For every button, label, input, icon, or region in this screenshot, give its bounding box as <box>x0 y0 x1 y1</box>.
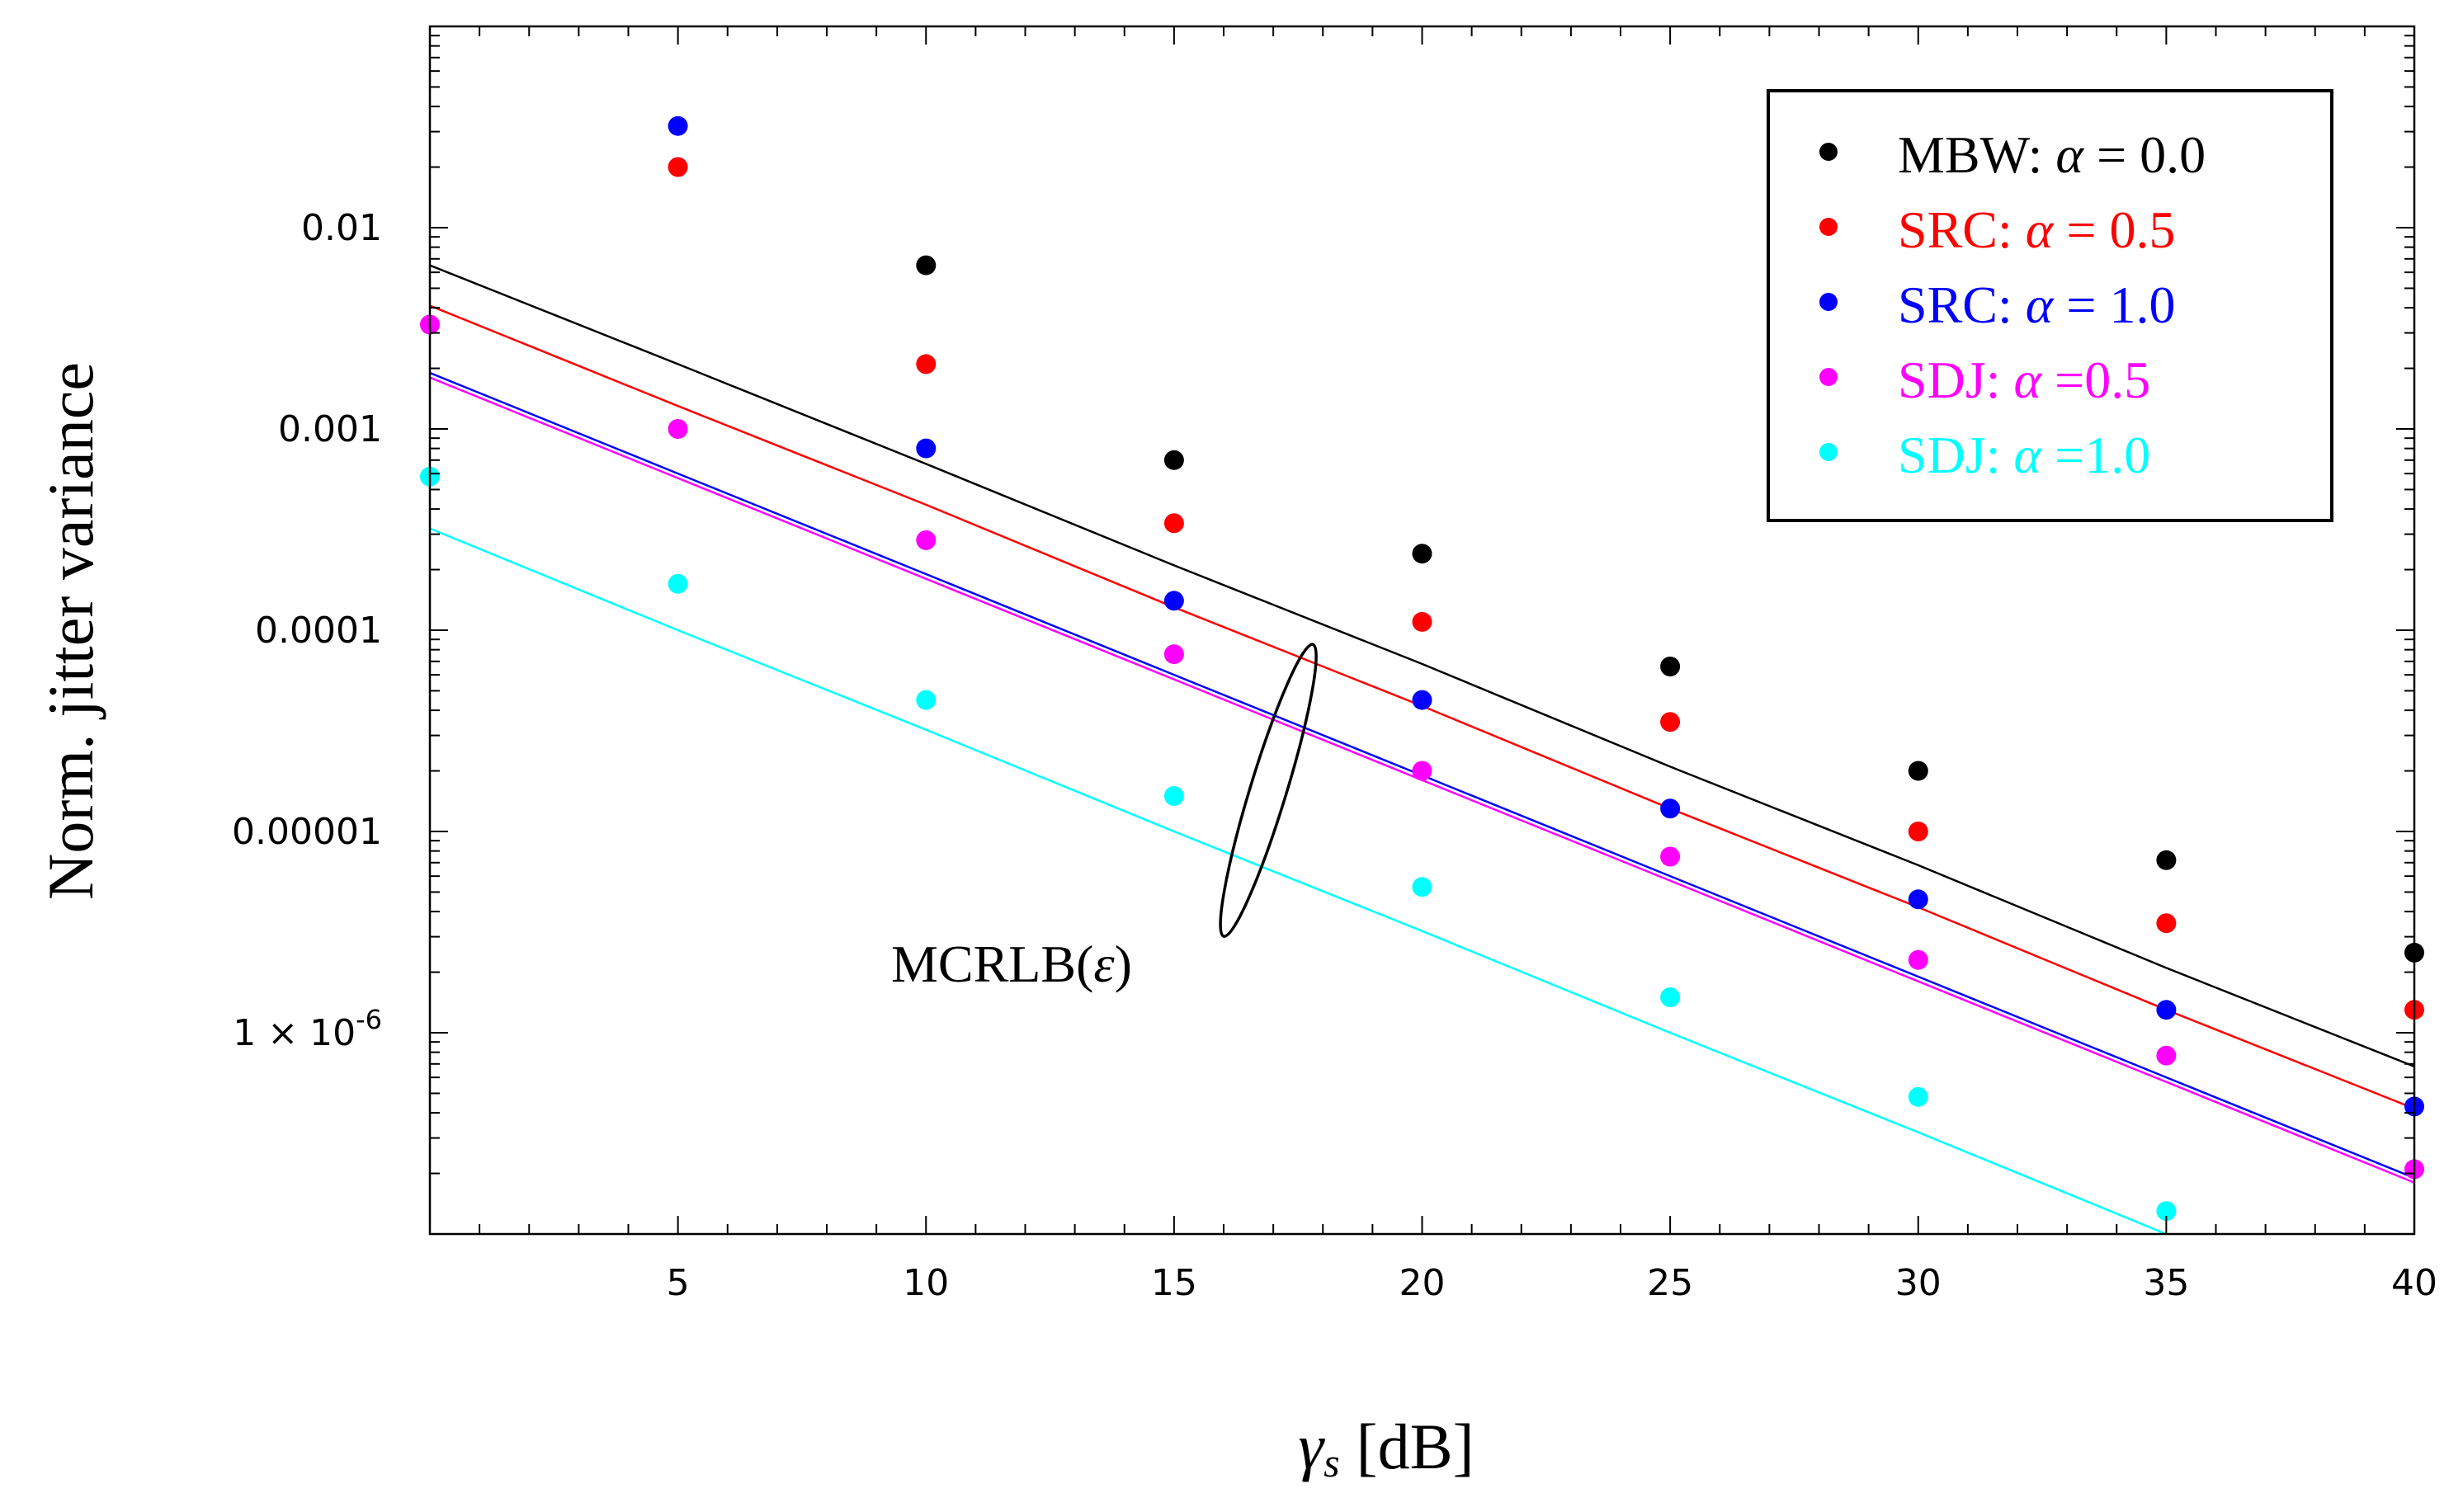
legend-items: MBW: α = 0.0 SRC: α = 0.5 SRC: α = 1.0 SDJ:… <box>1819 125 2206 484</box>
point-s3-2 <box>916 530 937 550</box>
x-tick-label: 15 <box>1151 1262 1197 1304</box>
legend-label-4: SDJ: α =1.0 <box>1898 426 2150 484</box>
point-s0-1 <box>1163 450 1184 470</box>
point-s2-6 <box>2156 1000 2177 1020</box>
x-tick-label: 25 <box>1647 1262 1693 1304</box>
legend-marker-3 <box>1819 368 1838 386</box>
x-axis-label: γs [dB] <box>1298 1411 1474 1486</box>
bound-line-4 <box>430 527 2169 1234</box>
point-s1-4 <box>1660 712 1681 732</box>
x-tick-labels: 5 10 15 20 25 30 35 40 <box>667 1262 2437 1304</box>
x-tick-label: 35 <box>2143 1262 2189 1304</box>
x-tick-label: 30 <box>1895 1262 1942 1304</box>
annotation-label: MCRLB(ε) <box>891 935 1132 993</box>
point-s1-5 <box>1908 822 1928 841</box>
legend-marker-4 <box>1819 443 1838 461</box>
point-s4-5 <box>1660 987 1681 1007</box>
point-s1-3 <box>1412 611 1432 632</box>
annotation-symbol: ε <box>1093 935 1115 993</box>
x-tick-label: 40 <box>2391 1262 2437 1304</box>
bound-ellipse <box>1219 643 1318 938</box>
point-s2-3 <box>1412 690 1432 710</box>
point-s2-2 <box>1163 591 1184 611</box>
x-tick-label: 5 <box>667 1262 690 1304</box>
point-s1-6 <box>2156 913 2177 934</box>
x-tick-label: 20 <box>1399 1262 1446 1304</box>
y-tick-label: 0.00001 <box>232 811 382 853</box>
point-s1-0 <box>668 157 688 177</box>
point-s2-5 <box>1908 889 1928 910</box>
point-s4-3 <box>1163 786 1184 806</box>
point-s4-7 <box>2156 1201 2177 1222</box>
point-s0-5 <box>2156 850 2177 870</box>
y-axis-label: Norm. jitter variance <box>35 362 106 900</box>
point-s2-0 <box>668 115 688 136</box>
bound-line-0 <box>430 264 2414 1068</box>
bound-ellipse-annotation <box>1219 643 1318 938</box>
y-tick-labels: 0.01 0.001 0.0001 0.00001 1 × 10-6 <box>232 207 382 1054</box>
annotation-close: ) <box>1115 935 1132 993</box>
point-s0-0 <box>916 255 937 276</box>
point-s1-2 <box>1163 513 1184 534</box>
x-axis-unit: [dB] <box>1357 1411 1474 1482</box>
point-s3-6 <box>1908 949 1928 970</box>
axis-ticks <box>430 26 2414 1235</box>
legend-label-2: SRC: α = 1.0 <box>1898 276 2175 334</box>
point-s0-3 <box>1660 657 1681 676</box>
point-s3-4 <box>1412 761 1432 781</box>
point-s4-6 <box>1908 1086 1928 1107</box>
point-s2-4 <box>1660 798 1681 819</box>
y-tick-label: 0.01 <box>301 207 382 249</box>
point-s4-4 <box>1412 877 1432 897</box>
x-axis-symbol: γ <box>1298 1411 1325 1482</box>
legend: MBW: α = 0.0 SRC: α = 0.5 SRC: α = 1.0 SDJ:… <box>1767 89 2333 522</box>
point-s1-1 <box>916 354 937 374</box>
point-s4-2 <box>916 690 937 710</box>
legend-marker-2 <box>1819 293 1838 311</box>
point-s3-3 <box>1163 644 1184 665</box>
legend-label-0: MBW: α = 0.0 <box>1898 125 2206 184</box>
y-tick-label: 0.001 <box>278 408 382 450</box>
point-s0-4 <box>1908 761 1928 781</box>
point-s0-2 <box>1412 544 1432 564</box>
y-tick-label: 1 × 10-6 <box>233 1004 382 1054</box>
legend-box <box>1767 89 2333 522</box>
x-tick-label: 10 <box>903 1262 949 1304</box>
point-s2-1 <box>916 438 937 459</box>
legend-label-1: SRC: α = 0.5 <box>1898 200 2175 259</box>
point-s4-1 <box>668 573 688 594</box>
point-s3-7 <box>2156 1045 2177 1066</box>
annotation-text: MCRLB( <box>891 935 1093 993</box>
data-points <box>420 115 2424 1222</box>
legend-marker-0 <box>1819 143 1838 161</box>
y-tick-label: 0.0001 <box>255 610 382 652</box>
legend-label-3: SDJ: α =0.5 <box>1898 351 2150 409</box>
x-axis-subscript: s <box>1324 1439 1339 1486</box>
point-s3-5 <box>1660 846 1681 867</box>
legend-marker-1 <box>1819 218 1838 236</box>
point-s3-1 <box>668 419 688 439</box>
